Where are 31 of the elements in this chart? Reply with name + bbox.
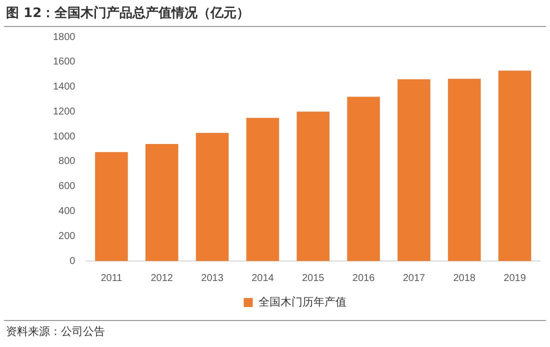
y-tick-label: 1600 — [52, 56, 76, 68]
bar — [448, 78, 481, 261]
y-tick-label: 1400 — [52, 82, 76, 93]
bar — [347, 96, 380, 261]
x-tick-label: 2012 — [150, 272, 174, 284]
bar — [95, 152, 128, 261]
x-tick-label: 2019 — [504, 272, 526, 284]
y-tick-label: 200 — [58, 230, 76, 242]
x-tick-label: 2013 — [201, 272, 224, 284]
y-tick-label: 600 — [58, 181, 76, 192]
x-tick-label: 2018 — [453, 272, 476, 284]
bar — [498, 70, 532, 261]
y-tick-label: 800 — [58, 156, 76, 168]
chart-title: 图 12：全国木门产品总产值情况（亿元） — [6, 4, 250, 22]
y-tick-label: 1000 — [52, 131, 76, 142]
y-tick-label: 1800 — [52, 32, 76, 43]
x-tick-label: 2015 — [302, 272, 325, 284]
bar — [145, 144, 178, 261]
bar — [398, 79, 430, 261]
x-tick-label: 2011 — [100, 272, 123, 284]
y-tick-label: 400 — [58, 206, 76, 217]
x-tick-label: 2016 — [352, 272, 376, 284]
bar — [296, 112, 330, 261]
bar — [246, 118, 280, 261]
x-tick-label: 2014 — [252, 272, 274, 284]
text: 资料来源：公司公告 — [6, 324, 105, 339]
y-tick-label: 0 — [70, 256, 76, 267]
legend-label: 全国木门历年产值 — [258, 295, 346, 308]
y-tick-label: 1200 — [52, 106, 76, 118]
x-tick-label: 2017 — [402, 272, 426, 284]
bar — [196, 132, 229, 261]
